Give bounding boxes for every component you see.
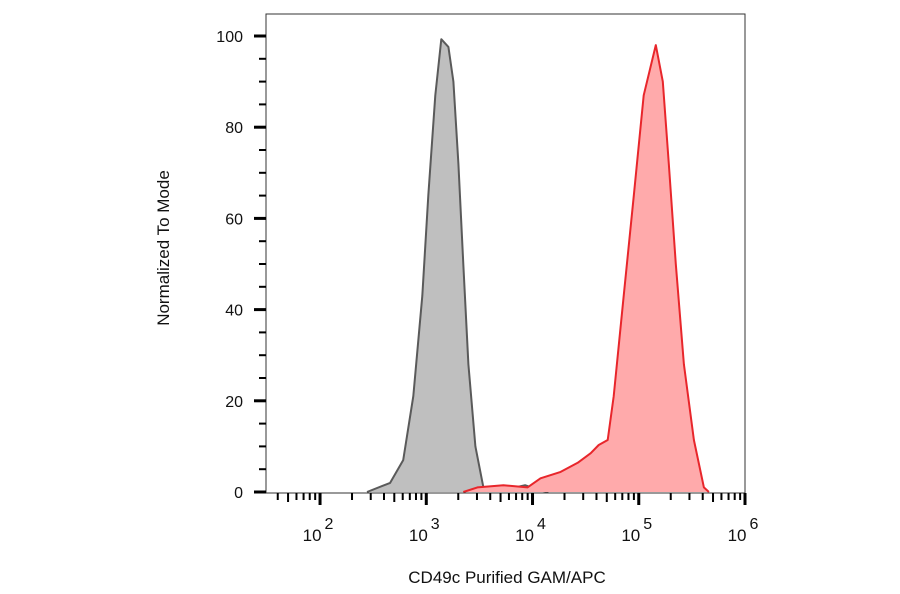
x-tick-label: 102 [303,516,334,545]
y-axis-title: Normalized To Mode [154,170,173,326]
x-tick-label: 105 [621,516,652,545]
x-tick-label: 104 [515,516,546,545]
y-tick-label: 100 [216,29,243,46]
y-tick-label: 0 [234,485,243,502]
series-layer [366,38,710,493]
x-tick-exponent: 4 [537,516,546,533]
series-0-fill [367,39,549,492]
x-tick-label: 106 [728,516,759,545]
x-axis-title: CD49c Purified GAM/APC [408,568,605,587]
y-tick-label: 20 [225,394,243,411]
plot-frame [265,13,746,494]
x-tick-base: 10 [409,526,428,545]
y-tick-label: 80 [225,120,243,137]
y-tick-label: 60 [225,211,243,228]
series-1-line [462,44,710,493]
x-tick-exponent: 5 [643,516,652,533]
series-1-fill [463,45,709,492]
x-tick-base: 10 [515,526,534,545]
x-tick-base: 10 [621,526,640,545]
x-tick-exponent: 6 [750,516,759,533]
y-axis: 0 20 40 60 80 100 [216,29,266,502]
x-tick-exponent: 2 [325,516,334,533]
x-tick-base: 10 [303,526,322,545]
x-tick-base: 10 [728,526,747,545]
y-tick-label: 40 [225,303,243,320]
x-tick-exponent: 3 [431,516,440,533]
x-tick-label: 103 [409,516,440,545]
